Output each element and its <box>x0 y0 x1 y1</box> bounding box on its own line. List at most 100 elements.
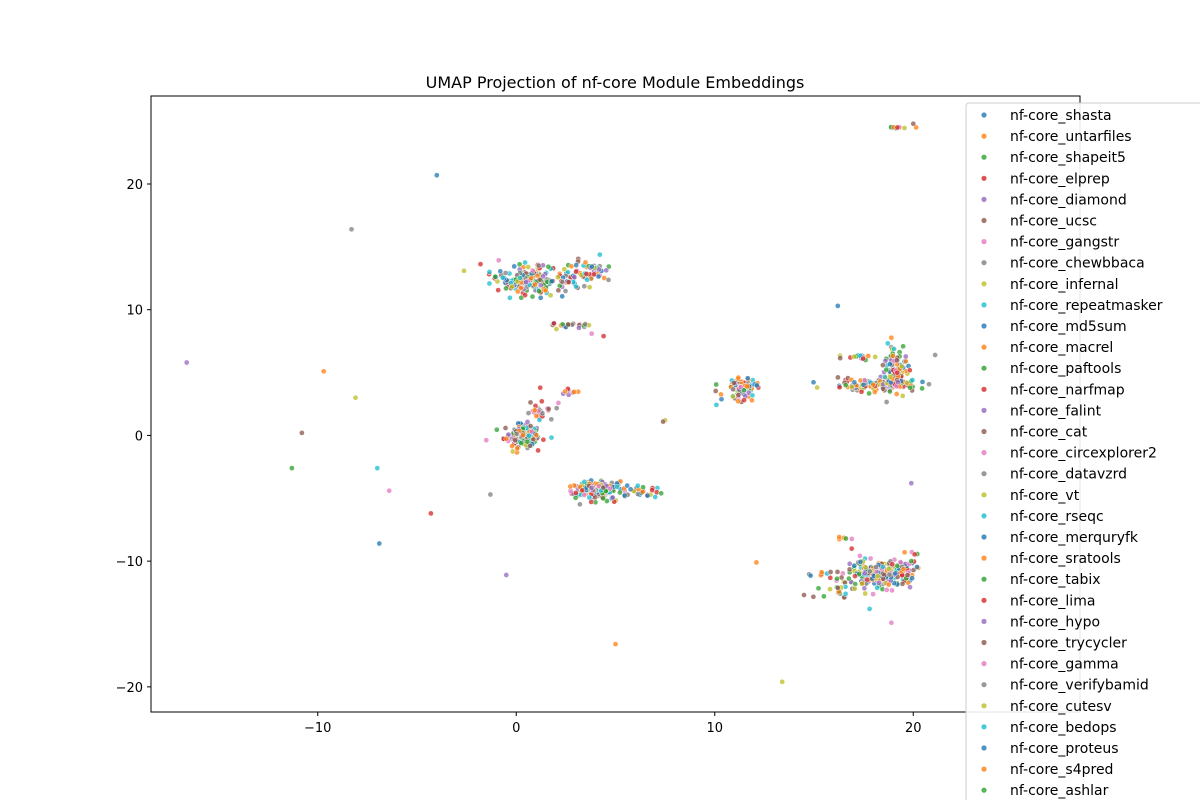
data-point <box>571 389 578 395</box>
legend-entry: nf-core_proteus <box>1010 741 1119 757</box>
data-point <box>846 575 852 582</box>
data-point <box>926 381 932 388</box>
data-point <box>866 568 873 575</box>
data-point <box>540 436 547 443</box>
data-point <box>535 262 542 269</box>
data-point <box>487 491 494 498</box>
data-point <box>548 434 555 441</box>
data-point <box>627 486 634 493</box>
data-point <box>898 363 905 370</box>
data-point <box>907 584 913 591</box>
data-point <box>890 353 896 359</box>
data-point <box>530 436 537 443</box>
data-point <box>874 584 881 591</box>
legend-entry: nf-core_elprep <box>1010 171 1110 187</box>
data-point <box>568 263 575 270</box>
data-point <box>658 490 665 497</box>
legend-entry: nf-core_untarfiles <box>1010 129 1132 145</box>
y-tick-label: −20 <box>116 681 143 696</box>
legend-entry: nf-core_cutesv <box>1010 699 1112 715</box>
legend-marker <box>981 766 987 772</box>
legend-entry: nf-core_merquryfk <box>1010 530 1139 546</box>
data-point <box>502 425 509 431</box>
data-point <box>612 641 619 647</box>
data-point <box>911 551 918 558</box>
data-point <box>889 587 895 594</box>
data-point <box>887 374 893 380</box>
legend-marker <box>981 724 987 730</box>
data-point <box>880 576 887 582</box>
data-point <box>842 590 849 597</box>
legend-marker <box>981 281 987 287</box>
legend-entry: nf-core_cat <box>1010 425 1088 441</box>
data-point <box>503 285 509 292</box>
data-point <box>562 288 569 294</box>
data-point <box>889 561 896 568</box>
data-point <box>861 570 868 577</box>
data-point <box>713 402 720 408</box>
data-point <box>573 262 580 268</box>
data-point <box>899 581 906 587</box>
data-point <box>901 549 908 556</box>
data-point <box>477 261 484 267</box>
data-point <box>537 294 544 301</box>
data-point <box>492 273 499 280</box>
data-point <box>348 226 355 233</box>
data-point <box>910 120 917 127</box>
legend-frame <box>965 102 1200 800</box>
data-point <box>901 125 908 131</box>
legend-entry: nf-core_md5sum <box>1010 319 1127 335</box>
legend-marker <box>981 133 987 139</box>
data-point <box>561 266 568 273</box>
x-tick-label: 20 <box>905 721 922 736</box>
legend-entry: nf-core_infernal <box>1010 277 1119 293</box>
data-point <box>741 397 747 403</box>
legend-entry: nf-core_diamond <box>1010 192 1127 208</box>
data-point <box>851 562 858 569</box>
legend-entry: nf-core_s4pred <box>1010 762 1113 778</box>
data-point <box>549 278 555 285</box>
data-point <box>511 263 518 270</box>
data-point <box>538 398 545 405</box>
data-point <box>735 398 741 405</box>
data-point <box>609 494 616 501</box>
data-point <box>883 399 890 405</box>
data-point <box>660 418 666 425</box>
data-point <box>567 483 574 490</box>
data-point <box>495 257 502 264</box>
data-point <box>865 353 872 359</box>
data-point <box>919 379 926 385</box>
data-point <box>735 392 742 398</box>
legend-marker <box>981 513 987 519</box>
data-point <box>866 606 873 612</box>
data-point <box>581 492 588 498</box>
data-point <box>885 566 892 572</box>
data-point <box>503 572 510 578</box>
legend-entry: nf-core_lima <box>1010 593 1095 609</box>
data-point <box>527 399 534 406</box>
data-point <box>532 281 539 288</box>
data-point <box>537 282 544 289</box>
data-point <box>509 283 515 290</box>
legend-entry: nf-core_tabix <box>1010 572 1101 588</box>
legend-marker <box>981 555 987 561</box>
data-point <box>533 432 540 438</box>
legend-entry: nf-core_bedops <box>1010 720 1117 736</box>
legend-marker <box>981 239 987 245</box>
legend-marker <box>981 196 987 202</box>
data-point <box>588 263 595 270</box>
data-point <box>852 573 858 579</box>
data-point <box>900 566 907 572</box>
data-point <box>857 558 864 565</box>
data-point <box>718 391 724 398</box>
data-point <box>899 393 906 399</box>
data-point <box>842 382 849 388</box>
data-point <box>883 366 890 373</box>
data-point <box>559 321 566 328</box>
legend-marker <box>981 787 987 793</box>
legend-entry: nf-core_repeatmasker <box>1010 298 1163 314</box>
data-point <box>894 379 901 385</box>
data-point <box>493 426 500 433</box>
legend-entry: nf-core_falint <box>1010 403 1102 419</box>
data-point <box>573 268 579 275</box>
